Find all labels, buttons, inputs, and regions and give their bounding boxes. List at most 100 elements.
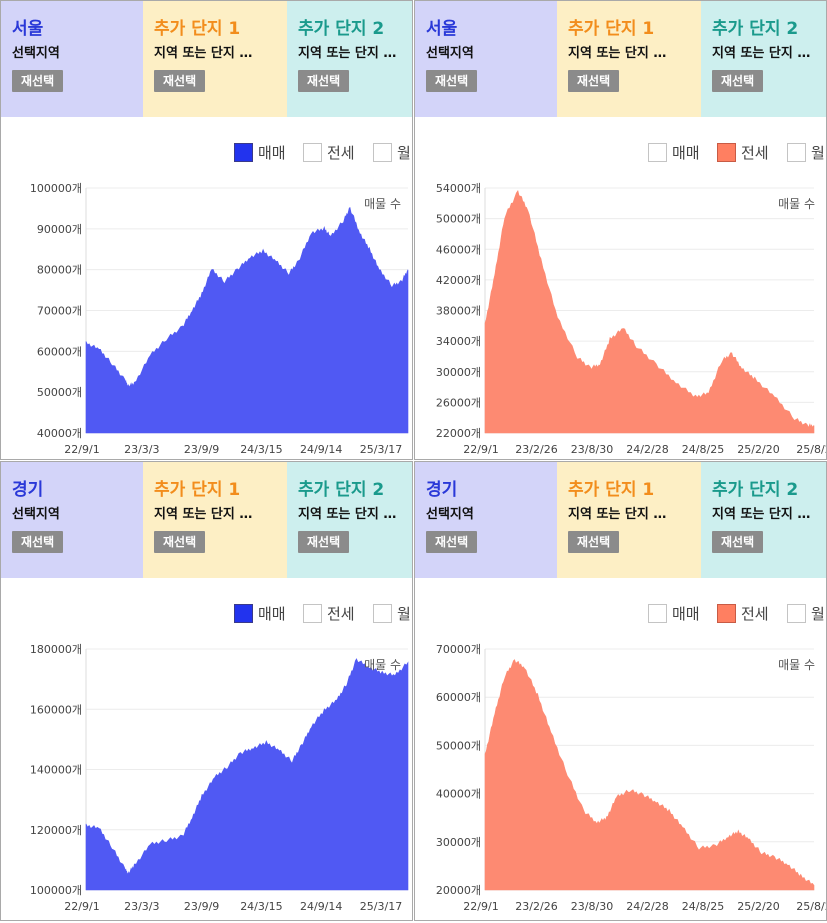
count-label: 매물 수 (778, 658, 815, 672)
reselect-button[interactable]: 재선택 (154, 70, 206, 92)
legend-label: 월 (397, 605, 411, 623)
count-label: 매물 수 (364, 197, 401, 211)
legend-checkbox[interactable] (234, 143, 253, 162)
x-tick-label: 23/8/30 (571, 900, 613, 913)
column-title: 추가 단지 1 (568, 19, 655, 39)
legend-item[interactable]: 매매 (234, 142, 286, 163)
legend-label: 매매 (672, 144, 700, 162)
column-subtitle: 선택지역 (426, 46, 474, 61)
legend-checkbox[interactable] (648, 143, 667, 162)
series-area (484, 189, 815, 434)
chart-svg: 100000개 90000개 80000개 70000개 60000개 50000개 400… (30, 182, 409, 456)
x-tick-label: 24/3/15 (240, 443, 282, 456)
column-subtitle: 지역 또는 단지 … (298, 507, 397, 522)
column-subtitle: 지역 또는 단지 … (568, 46, 667, 61)
legend: 매매 전세 월 (1, 142, 412, 166)
legend-item[interactable]: 전세 (303, 603, 355, 624)
legend-item[interactable]: 매매 (648, 142, 700, 163)
legend-item[interactable]: 전세 (303, 142, 355, 163)
region-column: 경기 선택지역 재선택 (415, 462, 557, 578)
reselect-button[interactable]: 재선택 (712, 70, 764, 92)
reselect-button[interactable]: 재선택 (712, 531, 764, 553)
column-title: 추가 단지 1 (154, 19, 241, 39)
x-tick-label: 22/9/1 (463, 443, 498, 456)
reselect-button[interactable]: 재선택 (298, 70, 350, 92)
legend-item[interactable]: 전세 (717, 142, 769, 163)
column-title: 추가 단지 1 (568, 480, 655, 500)
column-title: 서울 (426, 19, 458, 39)
reselect-button[interactable]: 재선택 (12, 70, 64, 92)
legend-item[interactable]: 매매 (648, 603, 700, 624)
legend-item[interactable]: 전세 (717, 603, 769, 624)
x-tick-label: 24/9/14 (300, 900, 342, 913)
legend-item[interactable]: 월 (373, 142, 411, 163)
count-label: 매물 수 (778, 197, 815, 211)
legend-checkbox[interactable] (787, 604, 806, 623)
y-tick-label: 140000개 (30, 764, 82, 777)
legend-checkbox[interactable] (648, 604, 667, 623)
reselect-button[interactable]: 재선택 (298, 531, 350, 553)
reselect-button[interactable]: 재선택 (568, 70, 620, 92)
column-title: 추가 단지 1 (154, 480, 241, 500)
x-tick-label: 22/9/1 (463, 900, 498, 913)
column-subtitle: 선택지역 (426, 507, 474, 522)
series-area (85, 658, 409, 891)
extra-complex-2-column: 추가 단지 2 지역 또는 단지 … 재선택 (287, 462, 412, 578)
selection-header: 서울 선택지역 재선택 추가 단지 1 지역 또는 단지 … 재선택 추가 단지 2 지역 또… (415, 1, 826, 117)
region-column: 경기 선택지역 재선택 (1, 462, 143, 578)
legend-label: 월 (811, 605, 825, 623)
column-title: 추가 단지 2 (298, 480, 385, 500)
legend-label: 월 (397, 144, 411, 162)
series-area (484, 659, 815, 891)
legend-checkbox[interactable] (787, 143, 806, 162)
chart-svg: 180000개 160000개 140000개 120000개 100000개 22/9/… (30, 643, 409, 913)
column-title: 추가 단지 2 (298, 19, 385, 39)
column-subtitle: 지역 또는 단지 … (154, 46, 253, 61)
legend-checkbox[interactable] (303, 143, 322, 162)
column-subtitle: 지역 또는 단지 … (712, 507, 811, 522)
legend-checkbox[interactable] (717, 143, 736, 162)
legend-checkbox[interactable] (373, 604, 392, 623)
legend-label: 매매 (258, 144, 286, 162)
legend-item[interactable]: 월 (787, 142, 825, 163)
y-tick-label: 50000개 (436, 739, 481, 752)
x-tick-label: 23/3/3 (124, 900, 159, 913)
chart-panel: 서울 선택지역 재선택 추가 단지 1 지역 또는 단지 … 재선택 추가 단지 2 지역 또… (414, 0, 827, 460)
area-chart: 54000개 50000개 46000개 42000개 38000개 34000개 3000… (415, 161, 826, 459)
legend-checkbox[interactable] (303, 604, 322, 623)
y-tick-label: 30000개 (436, 836, 481, 849)
legend-checkbox[interactable] (373, 143, 392, 162)
y-tick-label: 100000개 (30, 884, 82, 897)
reselect-button[interactable]: 재선택 (154, 531, 206, 553)
column-title: 경기 (12, 480, 44, 500)
legend-item[interactable]: 월 (373, 603, 411, 624)
y-tick-label: 120000개 (30, 824, 82, 837)
y-tick-label: 46000개 (436, 243, 481, 256)
x-tick-label: 25/3/17 (360, 443, 402, 456)
legend: 매매 전세 월 (415, 142, 826, 166)
reselect-button[interactable]: 재선택 (426, 531, 478, 553)
column-subtitle: 지역 또는 단지 … (298, 46, 397, 61)
reselect-button[interactable]: 재선택 (426, 70, 478, 92)
legend-label: 매매 (258, 605, 286, 623)
selection-header: 경기 선택지역 재선택 추가 단지 1 지역 또는 단지 … 재선택 추가 단지 2 지역 또… (415, 462, 826, 578)
x-tick-label: 23/3/3 (124, 443, 159, 456)
legend-item[interactable]: 매매 (234, 603, 286, 624)
legend-checkbox[interactable] (234, 604, 253, 623)
column-subtitle: 지역 또는 단지 … (568, 507, 667, 522)
x-tick-label: 23/2/26 (515, 443, 557, 456)
reselect-button[interactable]: 재선택 (12, 531, 64, 553)
legend: 매매 전세 월 (415, 603, 826, 627)
column-subtitle: 지역 또는 단지 … (712, 46, 811, 61)
y-tick-label: 40000개 (436, 788, 481, 801)
legend-checkbox[interactable] (717, 604, 736, 623)
y-tick-label: 42000개 (436, 274, 481, 287)
reselect-button[interactable]: 재선택 (568, 531, 620, 553)
extra-complex-2-column: 추가 단지 2 지역 또는 단지 … 재선택 (287, 1, 412, 117)
y-tick-label: 180000개 (30, 643, 82, 656)
x-tick-label: 24/2/28 (626, 443, 668, 456)
y-tick-label: 38000개 (436, 305, 481, 318)
legend-item[interactable]: 월 (787, 603, 825, 624)
x-tick-label: 24/9/14 (300, 443, 342, 456)
